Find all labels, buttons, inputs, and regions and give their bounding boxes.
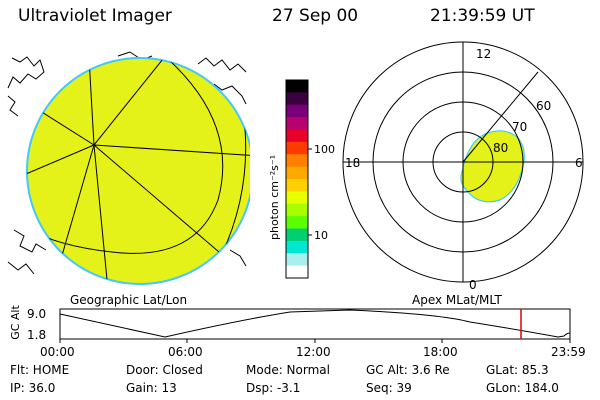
status-ip: IP: 36.0 (10, 381, 56, 395)
colorbar-segment (286, 129, 308, 143)
altitude-ytick-max: 9.0 (27, 307, 47, 321)
time-tick-1200: 12:00 (296, 345, 331, 359)
status-mode: Mode: Normal (246, 363, 330, 377)
colorbar-segment (286, 240, 308, 254)
colorbar-segment (286, 117, 308, 131)
earth-disk (27, 58, 250, 284)
colorbar-segment (286, 203, 308, 217)
colorbar-segment (286, 80, 308, 93)
status-door: Door: Closed (126, 363, 203, 377)
status-flight: Flt: HOME (10, 363, 70, 377)
mlat-label-80: 80 (493, 141, 508, 155)
status-dsp: Dsp: -3.1 (246, 381, 301, 395)
colorbar-segment (286, 265, 308, 279)
mlt-label-18: 18 (345, 156, 360, 170)
status-glon: GLon: 184.0 (486, 381, 559, 395)
status-sequence: Seq: 39 (366, 381, 412, 395)
mlt-label-12: 12 (476, 47, 491, 61)
polar-grid (342, 41, 584, 283)
altitude-ylabel: GC Alt (8, 305, 22, 340)
geographic-caption: Geographic Lat/Lon (70, 293, 188, 307)
mlat-label-70: 70 (512, 120, 527, 134)
polar-caption: Apex MLat/MLT (412, 293, 502, 307)
mlat-label-60: 60 (536, 99, 551, 113)
altitude-plot (59, 308, 571, 343)
time-tick-1800: 18:00 (423, 345, 458, 359)
colorbar-segment (286, 253, 308, 267)
altitude-xticks (59, 339, 571, 343)
mlt-label-6: 6 (575, 156, 583, 170)
time-tick-0000: 00:00 (40, 345, 75, 359)
colorbar-frame (285, 79, 309, 279)
time-tick-2359: 23:59 (551, 345, 586, 359)
colorbar-unit-label: photon cm⁻²s⁻¹ (268, 155, 281, 240)
status-glat: GLat: 85.3 (486, 363, 549, 377)
altitude-plot-frame (59, 308, 571, 340)
observation-date: 27 Sep 00 (272, 6, 359, 26)
status-gc-altitude: GC Alt: 3.6 Re (366, 363, 450, 377)
status-gain: Gain: 13 (126, 381, 177, 395)
altitude-ytick-min: 1.8 (27, 328, 47, 342)
colorbar-segment (286, 92, 308, 106)
colorbar: 100 10 photon cm⁻²s⁻¹ (268, 79, 335, 279)
altitude-curve (59, 309, 571, 338)
time-tick-0600: 06:00 (168, 345, 203, 359)
colorbar-segment (286, 179, 308, 192)
mlt-label-0: 0 (469, 278, 477, 292)
colorbar-segment (286, 166, 308, 180)
colorbar-segment (286, 141, 308, 155)
colorbar-segment (286, 104, 308, 118)
colorbar-segment (286, 154, 308, 168)
colorbar-segment (286, 228, 308, 242)
polar-panel: 12 18 6 0 60 70 80 (342, 41, 584, 292)
disk-rim (26, 57, 250, 285)
instrument-title: Ultraviolet Imager (18, 6, 172, 26)
mlt-radial-label-line (462, 71, 539, 163)
colorbar-segment (286, 191, 308, 205)
observation-time: 21:39:59 UT (430, 6, 535, 26)
geographic-panel (7, 51, 250, 285)
colorbar-label-10: 10 (314, 229, 328, 242)
colorbar-segment (286, 216, 308, 230)
colorbar-label-100: 100 (314, 143, 335, 156)
